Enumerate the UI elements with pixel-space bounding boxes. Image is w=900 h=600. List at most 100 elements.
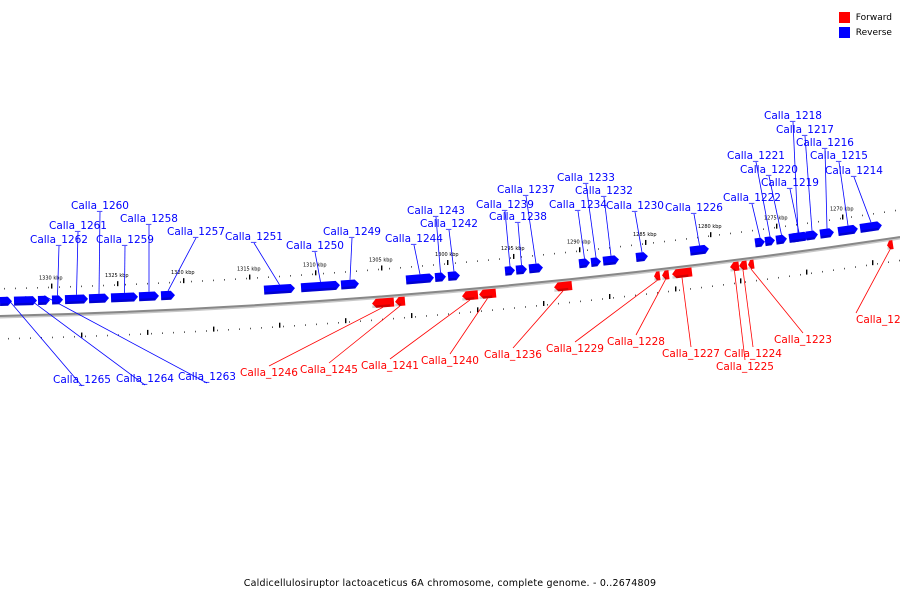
gene-arrow[interactable] bbox=[764, 236, 775, 247]
gene-arrow-body[interactable] bbox=[886, 240, 894, 250]
gene-arrow[interactable] bbox=[886, 240, 894, 250]
gene-arrow-body[interactable] bbox=[372, 297, 395, 308]
gene-arrow-shade bbox=[672, 274, 689, 279]
gene-arrow-body[interactable] bbox=[160, 290, 175, 301]
gene-arrow-body[interactable] bbox=[672, 267, 693, 279]
gene-arrow-shade bbox=[341, 285, 356, 290]
gene-arrow-shade bbox=[591, 263, 598, 267]
gene-arrow[interactable] bbox=[578, 258, 591, 269]
gene-arrow-body[interactable] bbox=[775, 234, 787, 245]
gene-arrow[interactable] bbox=[754, 237, 765, 248]
gene-arrow-body[interactable] bbox=[653, 271, 661, 281]
gene-arrow-body[interactable] bbox=[434, 272, 447, 283]
gene-arrow[interactable] bbox=[0, 296, 12, 307]
gene-arrow[interactable] bbox=[602, 255, 620, 266]
gene-arrow[interactable] bbox=[689, 244, 710, 256]
gene-arrow-body[interactable] bbox=[764, 236, 775, 247]
gene-label: Calla_1263 bbox=[178, 371, 236, 383]
gene-arrow[interactable] bbox=[837, 224, 858, 237]
gene-arrow-body[interactable] bbox=[837, 224, 858, 237]
gene-arrow[interactable] bbox=[554, 281, 573, 292]
gene-arrow-body[interactable] bbox=[738, 260, 748, 271]
gene-arrow-shade bbox=[505, 272, 512, 276]
gene-arrow[interactable] bbox=[729, 261, 740, 272]
minor-tick-bottom bbox=[393, 317, 394, 320]
gene-arrow-body[interactable] bbox=[479, 288, 497, 300]
gene-arrow-body[interactable] bbox=[661, 270, 670, 280]
gene-arrow-body[interactable] bbox=[515, 264, 528, 275]
gene-arrow-body[interactable] bbox=[447, 271, 461, 281]
gene-arrow-body[interactable] bbox=[13, 296, 37, 306]
gene-arrow-body[interactable] bbox=[635, 252, 649, 262]
gene-arrow-body[interactable] bbox=[578, 258, 591, 269]
gene-arrow-body[interactable] bbox=[300, 280, 341, 293]
gene-arrow-body[interactable] bbox=[754, 237, 765, 248]
gene-arrow[interactable] bbox=[738, 260, 748, 271]
gene-arrow[interactable] bbox=[13, 296, 37, 306]
gene-arrow[interactable] bbox=[462, 290, 479, 301]
gene-arrow[interactable] bbox=[805, 230, 818, 241]
gene-arrow[interactable] bbox=[635, 252, 649, 262]
gene-arrow[interactable] bbox=[672, 267, 693, 279]
gene-arrow-body[interactable] bbox=[0, 296, 12, 307]
gene-label: Calla_1258 bbox=[120, 213, 178, 225]
gene-arrow[interactable] bbox=[395, 296, 406, 307]
gene-arrow-body[interactable] bbox=[819, 228, 834, 239]
gene-arrow[interactable] bbox=[447, 271, 461, 281]
gene-arrow[interactable] bbox=[138, 291, 159, 302]
gene-arrow-body[interactable] bbox=[747, 259, 755, 270]
gene-arrow[interactable] bbox=[160, 290, 175, 301]
gene-arrow[interactable] bbox=[340, 279, 360, 290]
minor-tick-top bbox=[895, 209, 896, 212]
gene-label: Calla_1216 bbox=[796, 137, 854, 149]
gene-arrow[interactable] bbox=[434, 272, 447, 283]
gene-arrow[interactable] bbox=[528, 263, 544, 274]
gene-arrow-body[interactable] bbox=[37, 295, 50, 305]
gene-arrow[interactable] bbox=[775, 234, 787, 245]
gene-arrow-body[interactable] bbox=[859, 221, 882, 233]
minor-tick-bottom bbox=[877, 263, 878, 265]
gene-arrow-body[interactable] bbox=[88, 293, 109, 304]
gene-arrow[interactable] bbox=[515, 264, 528, 275]
gene-label: Calla_1219 bbox=[761, 177, 819, 189]
gene-arrow-body[interactable] bbox=[528, 263, 544, 274]
gene-arrow-body[interactable] bbox=[138, 291, 159, 302]
gene-arrow-body[interactable] bbox=[405, 273, 435, 285]
gene-arrow-body[interactable] bbox=[554, 281, 573, 292]
gene-arrow[interactable] bbox=[110, 292, 138, 303]
minor-tick-top bbox=[235, 278, 236, 280]
gene-arrow[interactable] bbox=[504, 266, 516, 276]
gene-arrow-body[interactable] bbox=[64, 294, 88, 305]
gene-arrow[interactable] bbox=[300, 280, 341, 293]
gene-arrow-body[interactable] bbox=[602, 255, 620, 266]
gene-arrow-body[interactable] bbox=[504, 266, 516, 276]
gene-arrow[interactable] bbox=[263, 283, 296, 295]
gene-arrow[interactable] bbox=[653, 271, 661, 281]
gene-arrow[interactable] bbox=[661, 270, 670, 280]
gene-arrow[interactable] bbox=[372, 297, 395, 309]
minor-tick-top bbox=[664, 240, 665, 243]
legend: Forward Reverse bbox=[838, 10, 892, 40]
gene-arrow-body[interactable] bbox=[590, 257, 602, 267]
gene-arrow[interactable] bbox=[747, 259, 755, 270]
gene-arrow-body[interactable] bbox=[110, 292, 138, 303]
gene-arrow-body[interactable] bbox=[51, 295, 63, 305]
gene-arrow[interactable] bbox=[819, 228, 834, 239]
gene-arrow[interactable] bbox=[479, 288, 497, 300]
gene-arrow[interactable] bbox=[859, 221, 882, 233]
gene-arrow-body[interactable] bbox=[729, 261, 740, 272]
gene-arrow-body[interactable] bbox=[462, 290, 479, 301]
gene-arrow[interactable] bbox=[88, 293, 109, 304]
gene-arrow-body[interactable] bbox=[689, 244, 710, 256]
gene-arrow-body[interactable] bbox=[805, 230, 818, 241]
gene-arrow[interactable] bbox=[788, 231, 809, 243]
gene-arrow-body[interactable] bbox=[340, 279, 360, 290]
gene-arrow[interactable] bbox=[64, 294, 88, 305]
gene-arrow-body[interactable] bbox=[395, 296, 406, 307]
gene-arrow-body[interactable] bbox=[788, 231, 809, 243]
gene-arrow[interactable] bbox=[405, 273, 435, 285]
minor-tick-bottom bbox=[283, 325, 284, 328]
gene-arrow[interactable] bbox=[590, 257, 602, 267]
gene-arrow-body[interactable] bbox=[263, 283, 296, 295]
gene-arrow[interactable] bbox=[37, 295, 50, 305]
